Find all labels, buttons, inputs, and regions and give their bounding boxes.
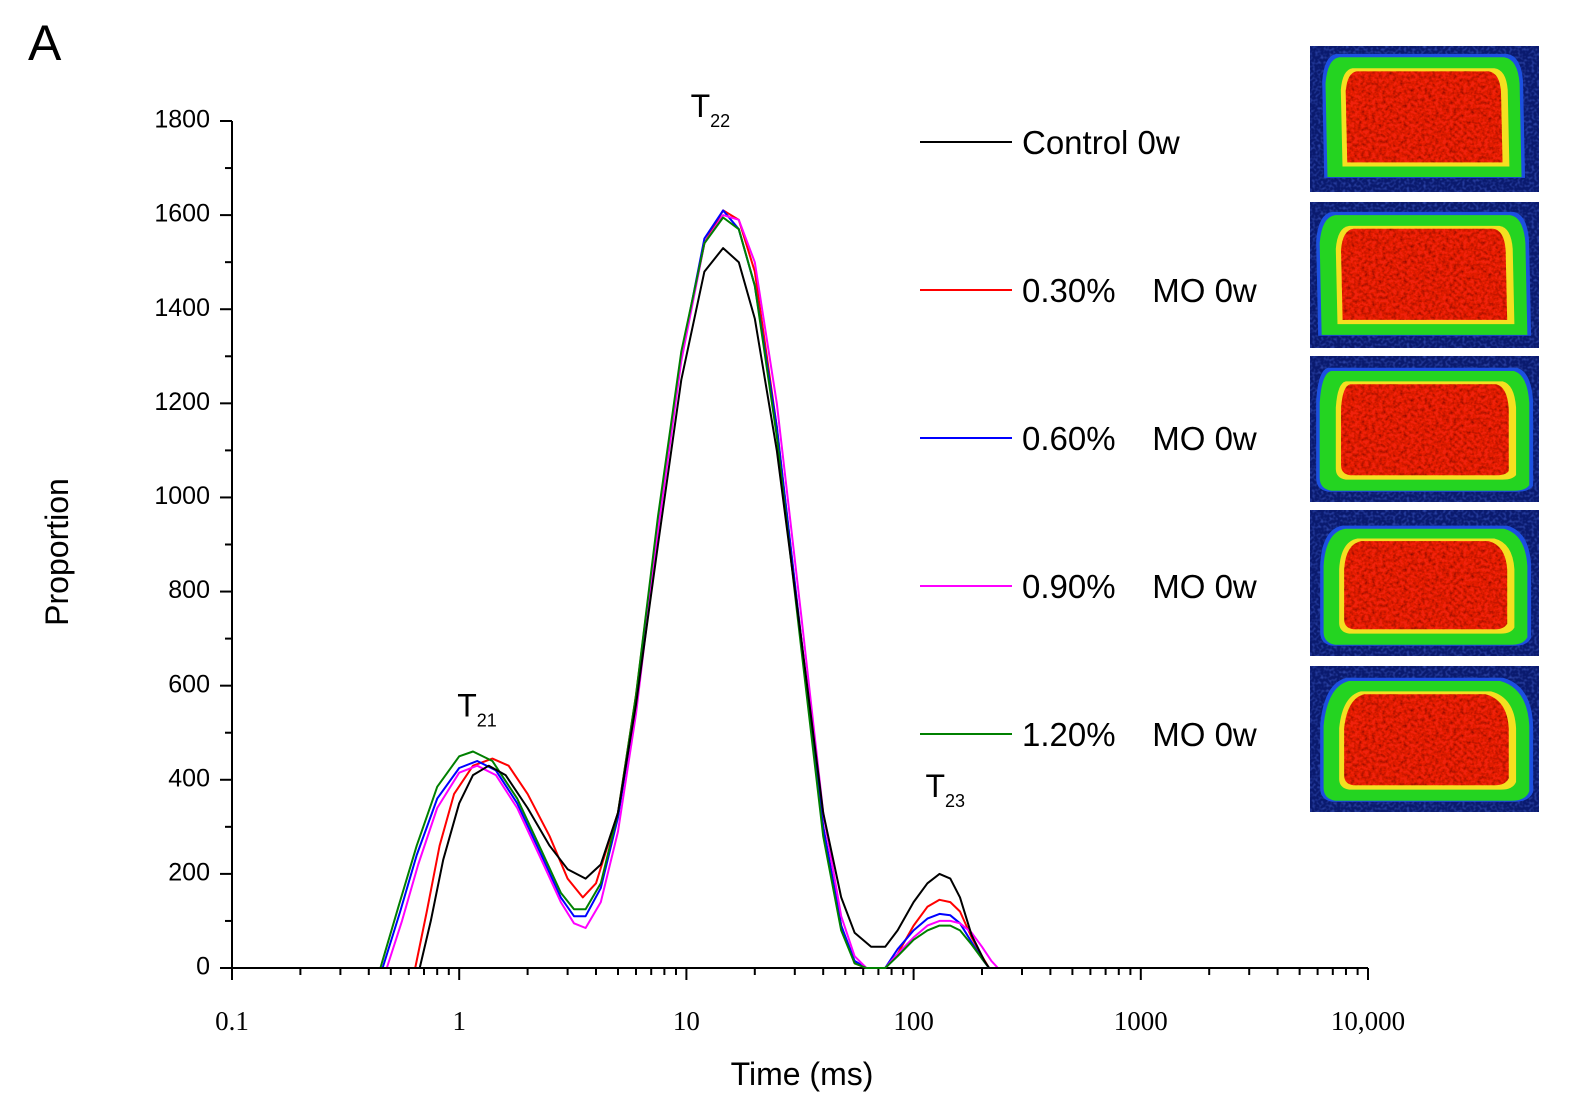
y-tick-label: 1800 [154,106,210,134]
mri-image [1308,664,1541,814]
peak-label: T22 [691,88,731,131]
panel-label: A [28,15,62,71]
x-axis-label: Time (ms) [731,1056,874,1092]
series-line-4 [232,216,1368,969]
mri-heatmap [1310,510,1539,656]
mri-image [1308,354,1541,504]
y-tick-label: 400 [168,764,210,792]
legend: Control 0w 0.30% MO 0w 0.60% MO 0w 0.90% MO… [920,124,1257,753]
mri-heatmap [1310,356,1539,502]
mri-red-core [1345,71,1503,163]
x-tick-label: 10 [673,1006,700,1036]
peak-label: T23 [925,768,965,811]
mri-image [1308,44,1541,194]
y-tick-label: 800 [168,576,210,604]
x-tick-label: 1 [452,1006,466,1036]
legend-label: 0.30% MO 0w [1022,272,1257,309]
y-tick-label: 1400 [154,294,210,322]
x-tick-label: 0.1 [215,1006,249,1036]
mri-red-core [1344,694,1509,786]
mri-red-core [1344,541,1508,630]
axes [231,121,1368,969]
y-tick-label: 1600 [154,200,210,228]
peak-annotations: T21 T22 T23 [457,88,965,811]
peak-label: T21 [457,687,497,730]
legend-label: 0.60% MO 0w [1022,420,1257,457]
x-tick-label: 1000 [1114,1006,1168,1036]
y-axis-label: Proportion [39,478,75,626]
y-tick-label: 200 [168,858,210,886]
legend-label: 0.90% MO 0w [1022,568,1257,605]
legend-label: Control 0w [1022,124,1180,161]
mri-image [1308,200,1541,350]
x-tick-label: 10,000 [1331,1006,1405,1036]
mri-image [1308,508,1541,658]
mri-red-core [1341,228,1508,320]
y-tick-label: 1000 [154,482,210,510]
legend-label: 1.20% MO 0w [1022,716,1257,753]
y-tick-label: 1200 [154,388,210,416]
mri-heatmap [1310,666,1539,812]
y-tick-label: 0 [196,953,210,981]
series-line-3 [232,214,1368,969]
series-line-2 [232,209,1368,969]
mri-red-core [1341,384,1509,476]
y-tick-label: 600 [168,670,210,698]
series-group [232,209,1368,969]
mri-heatmap [1310,46,1539,192]
series-line-1 [232,209,1368,969]
y-ticks: 0 200 400 600 800 1000 1200 1400 1600 1800 [154,106,232,981]
series-line-0 [232,247,1368,969]
x-tick-label: 100 [893,1006,934,1036]
mri-heatmap [1310,202,1539,348]
x-ticks: 0.1 1 10 100 1000 10,000 [215,968,1405,1036]
